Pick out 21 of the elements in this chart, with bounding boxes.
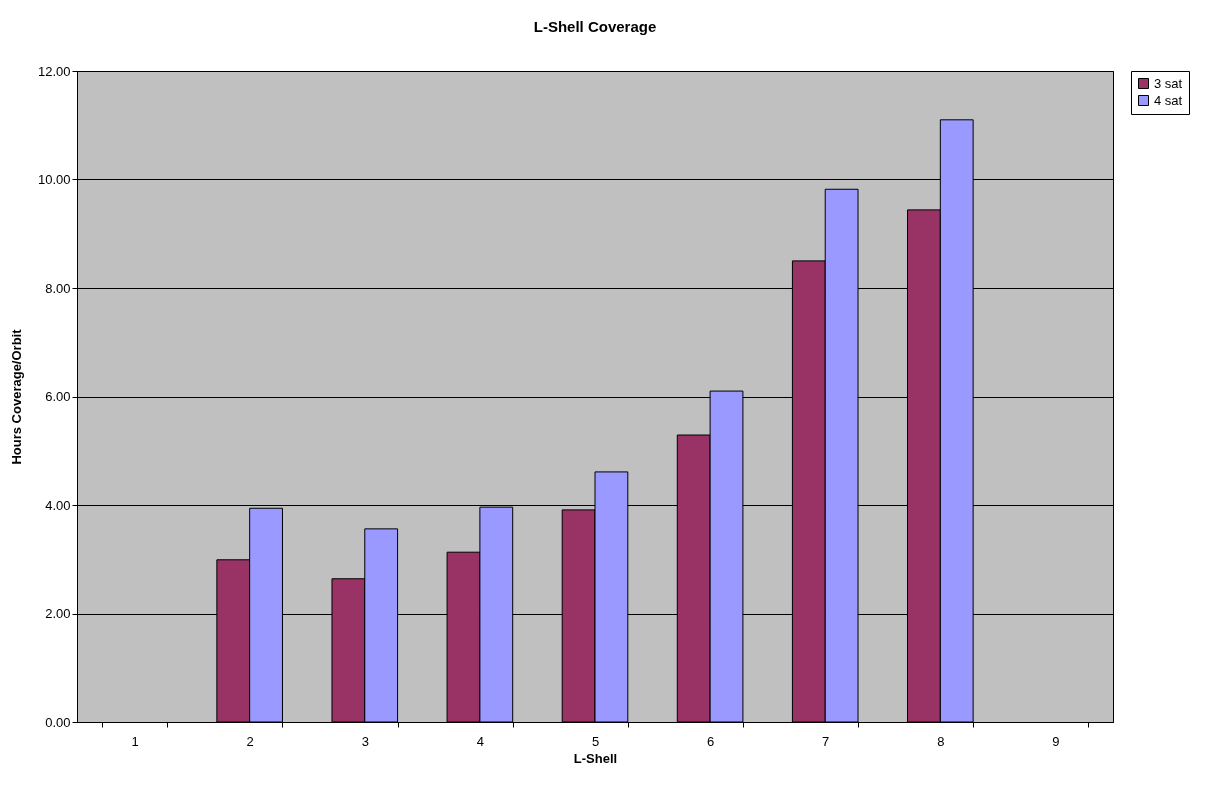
x-axis-title: L-Shell [573, 750, 618, 766]
x-tick-label: 2 [246, 733, 254, 749]
x-tick-label: 4 [476, 733, 485, 749]
x-tick-label: 6 [706, 733, 715, 749]
x-tick-label: 1 [131, 733, 139, 749]
y-tick-label: 6.00 [45, 389, 71, 404]
y-axis-title: Hours Coverage/Orbit [8, 328, 24, 465]
legend-label: 4 sat [1154, 92, 1183, 108]
x-tick-label: 8 [937, 733, 945, 749]
x-tick-label: 7 [822, 733, 830, 749]
x-tick-label: 5 [591, 733, 600, 749]
y-tick-label: 4.00 [45, 497, 71, 513]
chart-title: L-Shell Coverage [533, 18, 657, 35]
x-tick-label: 3 [361, 733, 369, 749]
y-tick-label: 0.00 [45, 714, 71, 730]
y-tick-label: 12.00 [37, 63, 71, 79]
y-tick-label: 8.00 [45, 280, 71, 296]
y-tick-label: 2.00 [45, 606, 71, 621]
legend-label: 3 sat [1154, 75, 1183, 91]
y-tick-label: 10.00 [37, 172, 71, 187]
x-tick-label: 9 [1052, 733, 1060, 749]
